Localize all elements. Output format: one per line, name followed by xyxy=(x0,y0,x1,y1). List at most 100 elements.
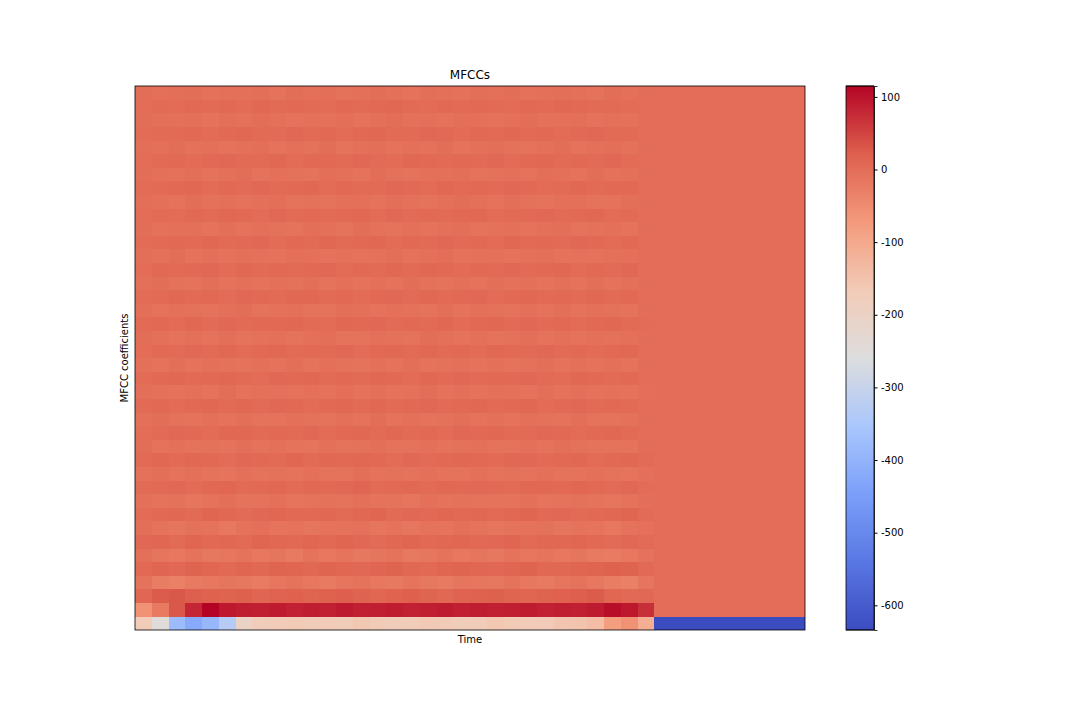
heatmap-cell xyxy=(453,548,470,562)
heatmap-cell xyxy=(353,385,370,399)
heatmap-cell xyxy=(755,154,772,168)
heatmap-cell xyxy=(587,534,604,548)
heatmap-cell xyxy=(621,412,638,426)
heatmap-cell xyxy=(470,494,487,508)
heatmap-cell xyxy=(319,86,336,100)
heatmap-cell xyxy=(554,494,571,508)
colorbar-tick-label: -600 xyxy=(881,600,904,611)
heatmap-cell xyxy=(420,167,437,181)
heatmap-cell xyxy=(705,167,722,181)
heatmap-cell xyxy=(671,616,688,630)
heatmap-cell xyxy=(202,616,219,630)
heatmap-cell xyxy=(604,589,621,603)
heatmap-cell xyxy=(537,262,554,276)
heatmap-cell xyxy=(671,249,688,263)
heatmap-cell xyxy=(135,480,152,494)
heatmap-cell xyxy=(604,167,621,181)
heatmap-cell xyxy=(353,453,370,467)
heatmap-cell xyxy=(705,276,722,290)
colorbar-tick: -100 xyxy=(874,237,904,248)
heatmap-cell xyxy=(437,616,454,630)
heatmap-cell xyxy=(286,534,303,548)
heatmap-cell xyxy=(286,589,303,603)
heatmap-cell xyxy=(236,249,253,263)
heatmap-cell xyxy=(135,126,152,140)
heatmap-cell xyxy=(688,480,705,494)
heatmap-cell xyxy=(504,398,521,412)
heatmap-cell xyxy=(604,344,621,358)
heatmap-cell xyxy=(386,330,403,344)
heatmap-cell xyxy=(353,126,370,140)
heatmap-cell xyxy=(788,181,805,195)
x-axis-label: Time xyxy=(457,634,482,645)
heatmap-cell xyxy=(353,507,370,521)
heatmap-cell xyxy=(654,317,671,331)
heatmap-cell xyxy=(554,480,571,494)
heatmap-cell xyxy=(152,534,169,548)
heatmap-cell xyxy=(638,249,655,263)
heatmap-cell xyxy=(470,507,487,521)
heatmap-cell xyxy=(604,222,621,236)
heatmap-cell xyxy=(453,398,470,412)
heatmap-cell xyxy=(319,562,336,576)
heatmap-cell xyxy=(554,371,571,385)
heatmap-cell xyxy=(537,86,554,100)
heatmap-cell xyxy=(487,453,504,467)
heatmap-cell xyxy=(252,480,269,494)
heatmap-cell xyxy=(252,426,269,440)
heatmap-cell xyxy=(772,562,789,576)
heatmap-cell xyxy=(788,385,805,399)
heatmap-cell xyxy=(319,616,336,630)
heatmap-cell xyxy=(303,140,320,154)
heatmap-cell xyxy=(721,344,738,358)
heatmap-cell xyxy=(755,385,772,399)
heatmap-cell xyxy=(269,358,286,372)
heatmap-cell xyxy=(269,290,286,304)
heatmap-cell xyxy=(386,575,403,589)
heatmap-cell xyxy=(403,181,420,195)
heatmap-cell xyxy=(135,358,152,372)
heatmap-cell xyxy=(236,494,253,508)
heatmap-cell xyxy=(671,262,688,276)
heatmap-cell xyxy=(437,317,454,331)
heatmap-cell xyxy=(604,575,621,589)
heatmap-cell xyxy=(705,575,722,589)
heatmap-cell xyxy=(453,507,470,521)
heatmap-cell xyxy=(738,548,755,562)
heatmap-cell xyxy=(135,589,152,603)
heatmap-cell xyxy=(420,602,437,616)
heatmap-cell xyxy=(654,181,671,195)
heatmap-cell xyxy=(403,126,420,140)
heatmap-cell xyxy=(185,534,202,548)
heatmap-cell xyxy=(587,466,604,480)
heatmap-cell xyxy=(654,616,671,630)
heatmap-cell xyxy=(303,453,320,467)
heatmap-cell xyxy=(604,194,621,208)
heatmap-cell xyxy=(604,398,621,412)
heatmap-cell xyxy=(336,412,353,426)
heatmap-cell xyxy=(169,453,186,467)
heatmap-cell xyxy=(202,290,219,304)
heatmap-cell xyxy=(638,222,655,236)
heatmap-cell xyxy=(621,303,638,317)
heatmap-cell xyxy=(755,412,772,426)
heatmap-cell xyxy=(437,208,454,222)
heatmap-cell xyxy=(654,154,671,168)
heatmap-cell xyxy=(252,140,269,154)
heatmap-cell xyxy=(286,453,303,467)
heatmap-cell xyxy=(520,249,537,263)
heatmap-cell xyxy=(303,426,320,440)
heatmap-cell xyxy=(135,426,152,440)
heatmap-cell xyxy=(370,126,387,140)
heatmap-cell xyxy=(135,113,152,127)
heatmap-cell xyxy=(319,466,336,480)
heatmap-cell xyxy=(772,385,789,399)
heatmap-cell xyxy=(219,126,236,140)
heatmap-cell xyxy=(654,99,671,113)
heatmap-cell xyxy=(487,99,504,113)
heatmap-cell xyxy=(487,330,504,344)
heatmap-cell xyxy=(772,521,789,535)
heatmap-cell xyxy=(319,371,336,385)
heatmap-cell xyxy=(671,99,688,113)
heatmap-cell xyxy=(504,521,521,535)
